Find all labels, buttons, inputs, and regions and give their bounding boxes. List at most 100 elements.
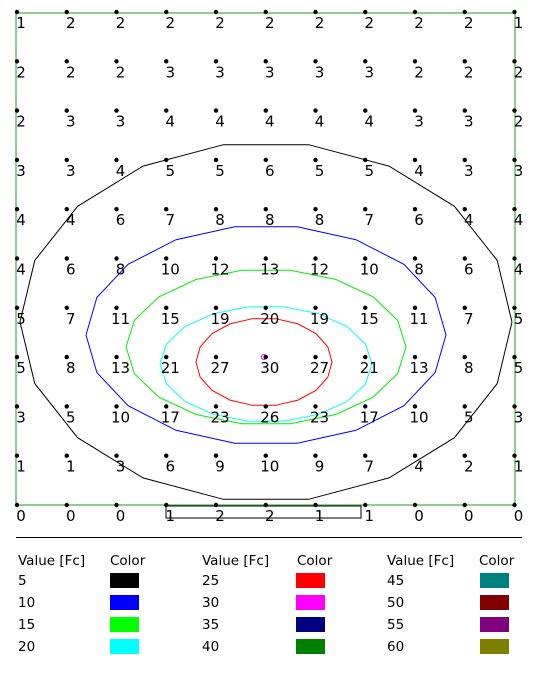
legend-value-header: Value [Fc]	[387, 553, 455, 569]
grid-point	[114, 59, 119, 64]
grid-point	[263, 157, 268, 163]
point-value: 1	[315, 507, 325, 525]
legend: Value [Fc] Color Value [Fc] Color Value …	[0, 545, 534, 665]
grid-point	[213, 157, 219, 163]
grid-point	[512, 256, 517, 261]
point-value: 23	[310, 408, 329, 426]
grid-point	[164, 59, 169, 64]
legend-value: 30	[202, 595, 220, 611]
point-value: 6	[414, 211, 424, 229]
grid-point	[64, 207, 69, 212]
grid-point	[363, 453, 368, 458]
grid-point	[313, 9, 318, 15]
point-value: 2	[66, 63, 76, 81]
grid-point	[313, 207, 318, 212]
point-value: 2	[265, 14, 275, 32]
grid-point	[462, 453, 467, 458]
grid-point	[462, 404, 467, 409]
point-value: 3	[215, 63, 225, 81]
point-value: 8	[265, 211, 275, 229]
grid-point	[114, 354, 119, 360]
legend-swatch	[480, 595, 509, 610]
point-value: 2	[464, 14, 474, 32]
point-value: 1	[514, 14, 524, 32]
point-value: 1	[165, 507, 175, 525]
point-value: 23	[210, 408, 229, 426]
grid-point	[512, 502, 517, 508]
point-value: 4	[16, 211, 26, 229]
grid-point	[363, 157, 368, 163]
grid-point	[14, 59, 20, 64]
grid-point	[512, 9, 517, 15]
point-value: 3	[464, 113, 474, 131]
grid-point	[363, 354, 368, 360]
point-value: 7	[165, 211, 175, 229]
point-value: 4	[414, 162, 424, 180]
point-value: 5	[464, 408, 474, 426]
legend-swatch	[296, 639, 325, 654]
grid-point	[14, 305, 20, 310]
grid-point	[64, 354, 69, 360]
grid-point	[313, 354, 318, 360]
contour-10	[85, 226, 447, 444]
grid-point	[412, 9, 418, 15]
point-value: 8	[315, 211, 325, 229]
grid-point	[14, 157, 20, 163]
grid-point	[412, 157, 418, 163]
grid-point	[164, 354, 169, 360]
contour-20	[159, 306, 373, 422]
grid-point	[512, 305, 517, 310]
grid-point	[164, 305, 169, 310]
point-value: 8	[116, 261, 126, 279]
grid-point	[512, 207, 517, 212]
point-value: 11	[409, 310, 428, 328]
point-value: 11	[111, 310, 130, 328]
point-value: 4	[514, 211, 524, 229]
grid-point	[313, 502, 318, 508]
point-value: 12	[210, 261, 229, 279]
grid-point	[363, 108, 368, 113]
point-value: 10	[111, 408, 130, 426]
grid-point	[263, 59, 268, 64]
legend-color-header: Color	[297, 553, 333, 569]
grid-point	[213, 354, 219, 360]
legend-swatch	[480, 573, 509, 588]
point-value: 3	[116, 458, 126, 476]
point-value: 15	[360, 310, 379, 328]
grid-point	[462, 305, 467, 310]
point-value: 0	[16, 507, 26, 525]
point-value: 2	[16, 113, 26, 131]
grid-point	[213, 502, 219, 508]
legend-swatch	[110, 573, 139, 588]
grid-point	[412, 305, 418, 310]
grid-point	[64, 59, 69, 64]
point-value: 17	[161, 408, 180, 426]
point-value: 3	[16, 162, 26, 180]
point-value: 1	[16, 14, 26, 32]
grid-point	[64, 256, 69, 261]
legend-swatch	[110, 595, 139, 610]
point-value: 2	[464, 63, 474, 81]
grid-point	[462, 207, 467, 212]
point-value: 2	[215, 507, 225, 525]
point-value: 3	[414, 113, 424, 131]
grid-point	[14, 256, 20, 261]
point-value: 5	[514, 359, 524, 377]
point-value: 2	[315, 14, 325, 32]
grid-point	[363, 59, 368, 64]
point-value: 0	[414, 507, 424, 525]
legend-color-header: Color	[110, 553, 146, 569]
legend-value: 35	[202, 617, 220, 633]
grid-point	[462, 157, 467, 163]
legend-value: 20	[18, 639, 36, 655]
legend-value: 15	[18, 617, 36, 633]
legend-swatch	[110, 617, 139, 632]
grid-point	[64, 157, 69, 163]
point-value: 27	[210, 359, 229, 377]
point-value: 0	[116, 507, 126, 525]
point-value: 3	[16, 408, 26, 426]
grid-point	[14, 502, 20, 508]
grid-point	[363, 207, 368, 212]
grid-point	[412, 256, 418, 261]
grid-point	[213, 305, 219, 310]
